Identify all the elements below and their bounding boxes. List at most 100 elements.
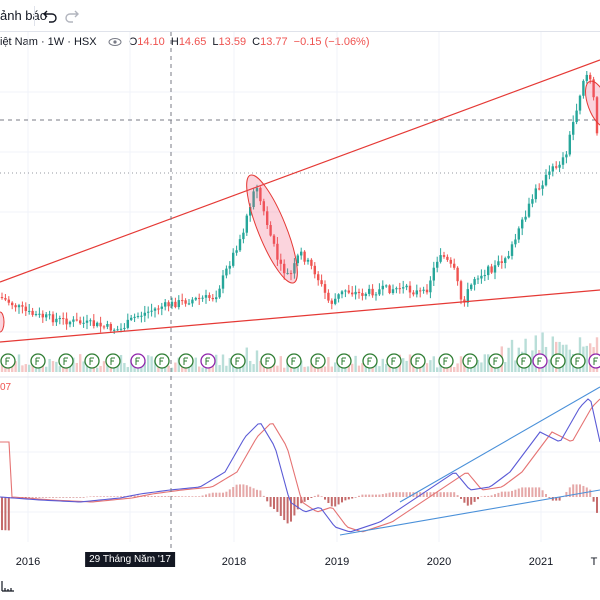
volume-bar (408, 354, 412, 372)
volume-bar (371, 364, 374, 372)
histogram-bar (351, 497, 354, 499)
undo-icon[interactable] (38, 4, 62, 28)
dividend-marker (30, 353, 46, 369)
candle-body (262, 201, 265, 212)
histogram-bar (589, 489, 592, 497)
candle-body (402, 287, 405, 289)
histogram-bar (398, 492, 401, 497)
volume-bar (510, 339, 514, 372)
alerts-button[interactable]: ảnh báo (0, 8, 47, 23)
visibility-icon[interactable] (108, 37, 122, 47)
symbol-title[interactable]: iệt Nam · 1W · HSX (0, 36, 97, 49)
low-value: 13.59 (218, 36, 247, 49)
histogram-bar (256, 489, 258, 497)
candle-body (79, 320, 82, 324)
candle-body (255, 187, 259, 192)
trendline-upper (0, 59, 600, 283)
candle-body (449, 259, 452, 264)
candle-body (303, 251, 306, 262)
volume-bar (45, 366, 48, 372)
histogram-bar (109, 496, 112, 497)
histogram-bar (24, 497, 27, 498)
histogram-bar (354, 497, 357, 498)
candle-body (45, 314, 48, 318)
volume-bar (252, 364, 255, 372)
price-chart[interactable] (0, 32, 600, 552)
redo-icon[interactable] (60, 4, 84, 28)
candle-body (99, 322, 102, 327)
volume-bar (504, 362, 507, 372)
volume-bar (201, 367, 204, 372)
histogram-bar (225, 491, 228, 497)
histogram-bar (45, 497, 48, 498)
candle-body (592, 79, 595, 98)
close-value: 13.77 (260, 36, 288, 49)
histogram-bar (191, 496, 194, 497)
histogram-bar (429, 492, 432, 497)
candle-body (432, 267, 435, 281)
drawing-tools[interactable] (0, 59, 600, 343)
candle-body (252, 191, 255, 207)
histogram-bar (480, 496, 483, 497)
candle-body (75, 319, 78, 321)
candle-body (221, 275, 225, 289)
histogram-bar (504, 491, 507, 497)
candle-body (446, 256, 449, 260)
candle-body (184, 300, 187, 304)
volume-bar (534, 335, 537, 372)
candle-body (167, 302, 170, 307)
volume-bar (167, 365, 170, 372)
histogram-bar (99, 496, 102, 497)
histogram-bar (327, 497, 330, 503)
histogram-bar (555, 497, 558, 501)
volume-bar (85, 364, 89, 372)
candle-body (17, 305, 21, 308)
volume-bar (293, 367, 296, 372)
volume-bar (17, 354, 21, 372)
candle-body (317, 274, 320, 281)
toolbar-divider (34, 6, 35, 26)
candle-body (289, 273, 293, 275)
histogram-bar (507, 491, 510, 497)
candle-body (126, 319, 129, 328)
x-axis-label: T (590, 556, 598, 568)
histogram-bar (167, 496, 170, 497)
volume-bar (187, 365, 191, 372)
volume-bar (79, 354, 82, 372)
histogram-bar (364, 494, 367, 497)
volume-bar (300, 360, 303, 372)
ruler-icon[interactable] (0, 578, 16, 594)
x-axis-label: 2021 (528, 556, 554, 568)
volume-bar (368, 367, 371, 372)
volume-bar (245, 347, 248, 372)
candle-body (177, 300, 180, 308)
candle-body (323, 284, 327, 293)
candle-body (514, 239, 517, 245)
histogram-bar (174, 496, 177, 497)
volume-bar (439, 361, 442, 372)
macd-trendline (399, 386, 600, 503)
volume-bar (51, 361, 55, 372)
volume-bar (0, 364, 4, 372)
candle-body (7, 299, 10, 303)
candle-body (215, 297, 218, 300)
candle-body (351, 292, 354, 295)
candle-body (521, 219, 524, 229)
volume-bar (215, 354, 218, 372)
histogram-bar (320, 496, 323, 497)
candle-body (419, 290, 422, 292)
candle-body (4, 298, 7, 300)
candle-body (388, 285, 391, 294)
dividend-marker (516, 353, 532, 369)
histogram-bar (405, 492, 408, 497)
candle-body (459, 281, 463, 300)
candle-body (344, 290, 347, 292)
histogram-bar (528, 487, 530, 497)
histogram-bar (592, 497, 595, 502)
dividend-marker (200, 353, 216, 369)
candle-body (259, 187, 262, 202)
dividend-marker (362, 353, 378, 369)
histogram-bar (215, 492, 218, 497)
candle-body (395, 288, 398, 290)
histogram-bar (222, 492, 224, 497)
